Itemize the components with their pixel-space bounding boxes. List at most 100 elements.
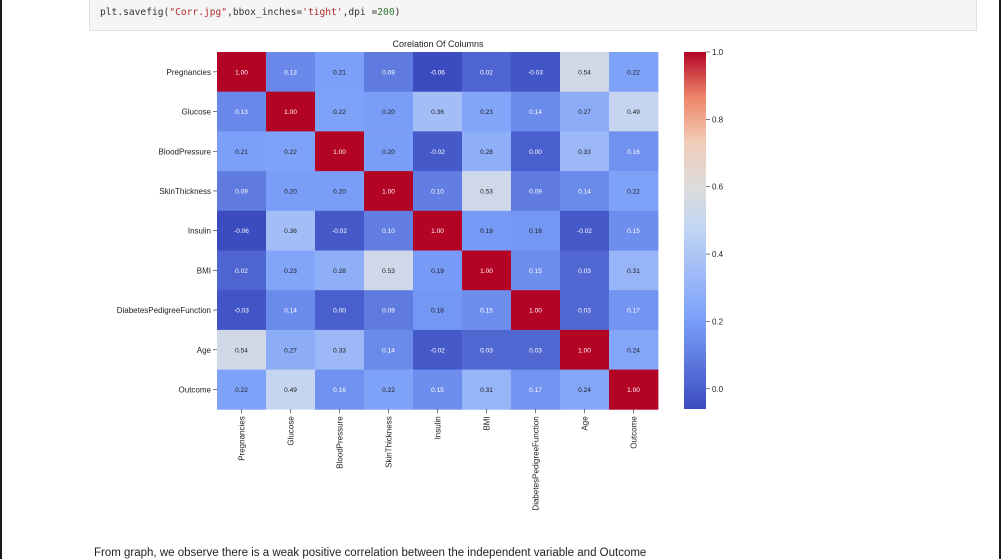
heatmap-cell-value: -0.06 <box>234 228 249 235</box>
heatmap-cell-value: 0.16 <box>333 387 346 394</box>
heatmap-cell <box>511 131 561 172</box>
x-tick-label: Glucose <box>287 416 296 446</box>
heatmap-cell-value: 0.16 <box>627 149 640 156</box>
heatmap-cell-value: 0.13 <box>235 109 248 116</box>
heatmap-cell <box>609 52 659 93</box>
code-cell[interactable]: plt.savefig("Corr.jpg",bbox_inches='tigh… <box>89 0 977 31</box>
heatmap-cell-value: 0.27 <box>578 109 591 116</box>
colorbar-tick-label: 0.2 <box>712 317 724 326</box>
heatmap-cell-value: 1.00 <box>431 228 444 235</box>
y-tick-label: SkinThickness <box>159 187 211 196</box>
heatmap-cell-value: -0.03 <box>234 308 249 315</box>
heatmap-cell <box>560 52 610 93</box>
code-prefix: plt.savefig( <box>100 7 170 18</box>
heatmap-cell-value: 0.00 <box>333 308 346 315</box>
heatmap-cell <box>315 250 365 291</box>
x-tick-label: Age <box>581 416 590 431</box>
heatmap-cell <box>413 290 463 331</box>
heatmap-column-labels: Pregnancies Glucose BloodPressure SkinThick… <box>238 409 639 511</box>
heatmap-cell-value: 1.00 <box>480 268 493 275</box>
heatmap-cell-value: 0.14 <box>284 308 297 315</box>
heatmap-cell <box>560 171 610 212</box>
heatmap-cell-value: 0.36 <box>284 228 297 235</box>
heatmap-cell <box>609 91 659 132</box>
heatmap-cell <box>413 171 463 212</box>
heatmap-cell <box>266 329 316 370</box>
x-tick-label: Pregnancies <box>238 416 247 460</box>
heatmap-cell-value: -0.02 <box>430 149 445 156</box>
heatmap-cell <box>560 131 610 172</box>
heatmap-cell-value: 0.15 <box>480 308 493 315</box>
heatmap-cell-value: 0.03 <box>578 308 591 315</box>
heatmap-cell <box>560 369 610 410</box>
heatmap-cell-value: 0.15 <box>627 228 640 235</box>
heatmap-cell <box>462 171 512 212</box>
heatmap-cell <box>413 329 463 370</box>
heatmap-cell <box>364 171 414 212</box>
heatmap-cell-value: 0.22 <box>284 149 297 156</box>
y-tick-label: DiabetesPedigreeFunction <box>117 306 211 315</box>
heatmap-cell <box>266 171 316 212</box>
heatmap-cell <box>609 131 659 172</box>
heatmap-cell <box>560 210 610 251</box>
heatmap-cell-value: 0.20 <box>284 188 297 195</box>
heatmap-cell <box>560 290 610 331</box>
heatmap-cell <box>462 91 512 132</box>
heatmap-cell <box>217 369 267 410</box>
heatmap-cell <box>315 91 365 132</box>
heatmap-cell <box>462 131 512 172</box>
heatmap-cell <box>315 210 365 251</box>
heatmap-cell-value: 0.09 <box>529 188 542 195</box>
heatmap-cell <box>511 91 561 132</box>
heatmap-cell-value: 0.14 <box>578 188 591 195</box>
heatmap-cell <box>217 250 267 291</box>
colorbar-ticks: 0.0 0.2 0.4 0.6 0.8 1.0 <box>706 48 724 394</box>
heatmap-cell <box>413 250 463 291</box>
heatmap-cell-value: 0.22 <box>235 387 248 394</box>
heatmap-cell <box>462 210 512 251</box>
heatmap-cell <box>315 290 365 331</box>
heatmap-cell-value: 0.22 <box>627 69 640 76</box>
heatmap-cell <box>217 171 267 212</box>
colorbar-tick-label: 0.4 <box>712 250 724 259</box>
heatmap-cell-value: 0.28 <box>333 268 346 275</box>
heatmap-cell-value: 0.22 <box>627 188 640 195</box>
heatmap-cell-value: 0.02 <box>480 69 493 76</box>
heatmap-cell <box>266 250 316 291</box>
heatmap-cell-value: 1.00 <box>529 308 542 315</box>
heatmap-cell <box>609 171 659 212</box>
heatmap-cell <box>315 369 365 410</box>
heatmap-cell-value: -0.06 <box>430 69 445 76</box>
heatmap-cell-value: 1.00 <box>235 69 248 76</box>
heatmap-cell-value: 0.02 <box>235 268 248 275</box>
heatmap-cell-value: 0.24 <box>627 347 640 354</box>
heatmap-cell <box>511 290 561 331</box>
heatmap-cell-value: 0.14 <box>382 347 395 354</box>
heatmap-cell-value: 0.54 <box>578 69 591 76</box>
heatmap-cell <box>462 52 512 93</box>
heatmap-cell <box>217 131 267 172</box>
heatmap-cell <box>364 250 414 291</box>
heatmap-cell-value: 0.09 <box>382 69 395 76</box>
heatmap-cell <box>511 171 561 212</box>
heatmap-cell <box>266 210 316 251</box>
heatmap-cell-value: 1.00 <box>578 347 591 354</box>
heatmap-cell-value: 0.14 <box>529 109 542 116</box>
y-tick-label: Insulin <box>188 227 211 236</box>
heatmap-cell-value: -0.02 <box>577 228 592 235</box>
heatmap-cell-value: 0.22 <box>382 387 395 394</box>
heatmap-cell <box>413 52 463 93</box>
heatmap-cell <box>609 329 659 370</box>
code-dpi-value: 200 <box>377 7 395 18</box>
code-dpi-kw: ,dpi = <box>342 7 378 18</box>
heatmap-cell-value: 1.00 <box>284 109 297 116</box>
colorbar-tick-label: 0.0 <box>712 385 724 394</box>
heatmap-cell-value: 0.27 <box>284 347 297 354</box>
heatmap-cell <box>609 250 659 291</box>
heatmap-cell-value: 0.49 <box>627 109 640 116</box>
heatmap-cell-value: 0.53 <box>382 268 395 275</box>
heatmap-cell <box>217 91 267 132</box>
colorbar <box>684 52 706 409</box>
heatmap-cell <box>364 210 414 251</box>
